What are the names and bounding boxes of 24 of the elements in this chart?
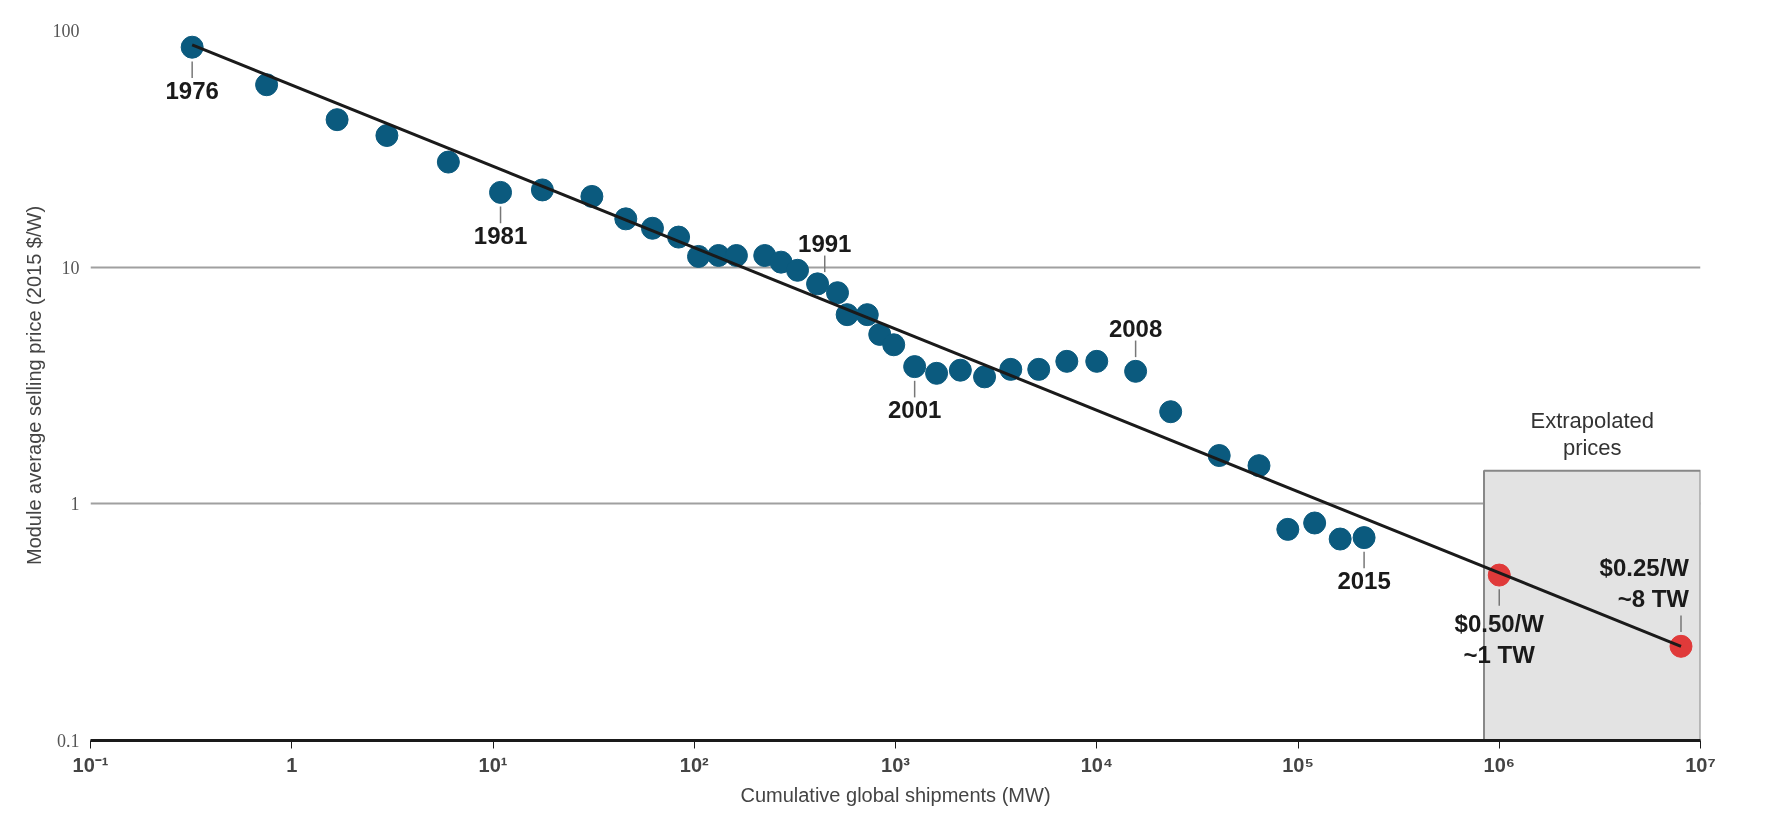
y-tick-label: 1: [70, 494, 80, 515]
annotation: $0.25/W ~8 TW: [1599, 553, 1690, 612]
annotation: 1981: [473, 222, 528, 250]
annotation: 2015: [1337, 567, 1391, 595]
y-axis-title: Module average selling price (2015 $/W): [22, 205, 45, 566]
x-tick-label: 10¹: [478, 753, 508, 776]
x-axis-title: Cumulative global shipments (MW): [740, 783, 1051, 806]
x-tick-label: 10⁶: [1483, 753, 1515, 776]
annotation: 1976: [165, 76, 219, 104]
annotation: 2008: [1108, 314, 1163, 342]
y-tick-label: 10: [61, 257, 80, 278]
y-tick-label: 0.1: [57, 731, 80, 751]
y-tick-label: 100: [52, 21, 80, 41]
x-tick-label: 1: [286, 753, 298, 776]
annotation: 1991: [798, 229, 852, 257]
x-tick-label: 10⁷: [1685, 753, 1716, 776]
x-tick-label: 10³: [881, 753, 911, 776]
x-tick-label: 10⁵: [1282, 753, 1314, 776]
annotation: 2001: [887, 396, 942, 424]
band-label: Extrapolated prices: [1530, 407, 1655, 461]
x-tick-label: 10²: [679, 753, 710, 776]
x-tick-label: 10⁻¹: [72, 753, 109, 776]
x-tick-label: 10⁴: [1080, 753, 1113, 776]
annotation: $0.50/W ~1 TW: [1454, 609, 1545, 668]
